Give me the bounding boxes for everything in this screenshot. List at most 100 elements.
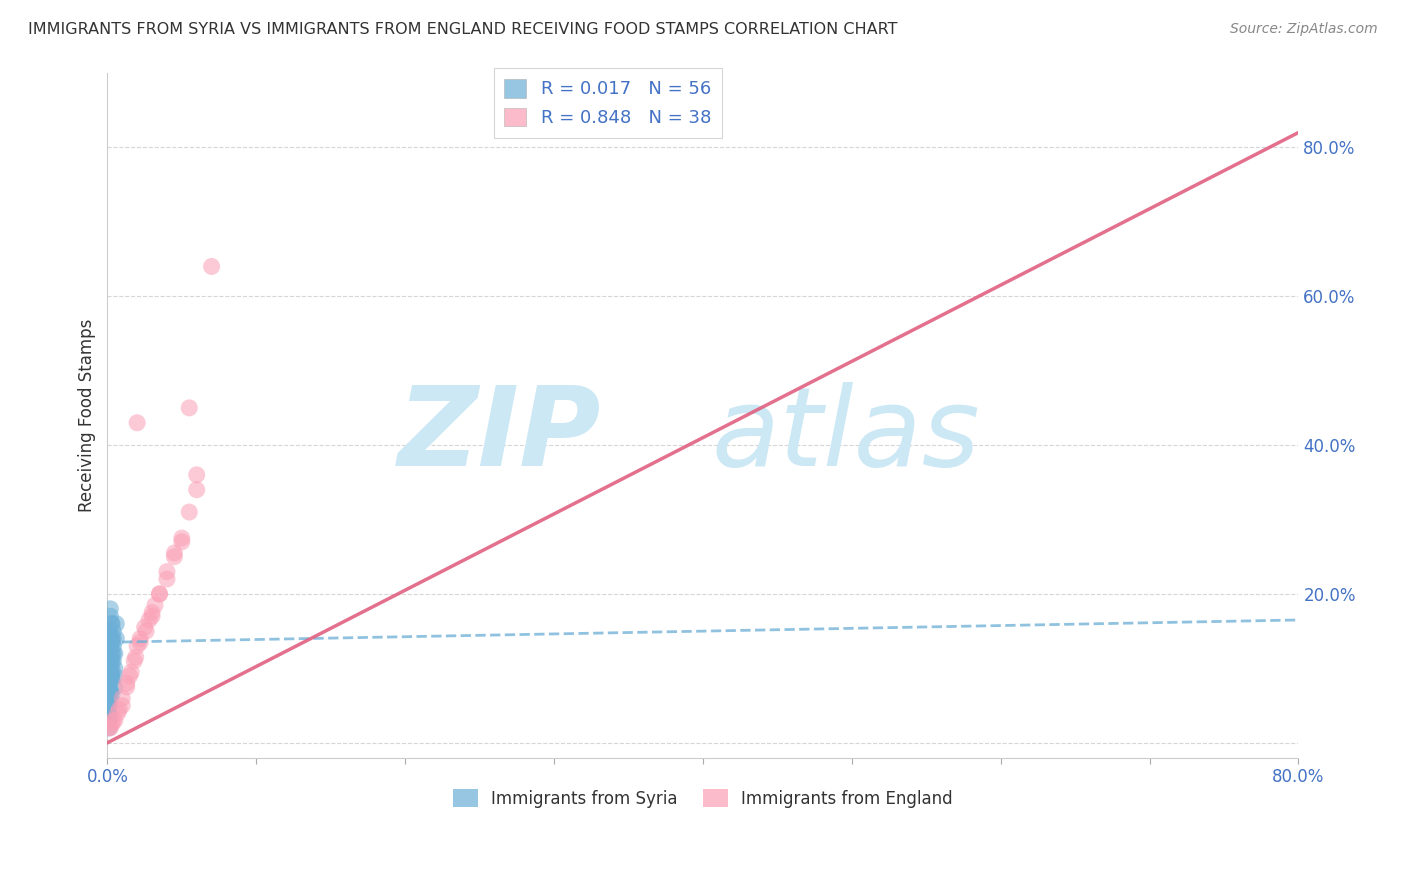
Point: [127, 639, 149, 653]
Point: [97, 714, 120, 728]
Text: ZIP: ZIP: [398, 383, 602, 490]
Point: [104, 661, 127, 675]
Point: [107, 706, 129, 720]
Point: [97, 657, 120, 672]
Point: [105, 632, 128, 646]
Point: [101, 717, 124, 731]
Point: [97, 691, 120, 706]
Point: [135, 624, 157, 639]
Point: [179, 401, 201, 415]
Point: [98, 665, 121, 679]
Point: [101, 616, 124, 631]
Point: [120, 665, 142, 679]
Point: [97, 706, 120, 720]
Point: [98, 639, 121, 653]
Point: [115, 680, 138, 694]
Point: [98, 673, 121, 687]
Point: [170, 531, 193, 545]
Point: [101, 616, 124, 631]
Point: [148, 587, 170, 601]
Point: [98, 661, 121, 675]
Point: [103, 714, 125, 728]
Point: [101, 661, 124, 675]
Point: [179, 505, 201, 519]
Point: [98, 669, 121, 683]
Point: [97, 624, 120, 639]
Point: [98, 721, 121, 735]
Point: [134, 620, 156, 634]
Point: [108, 702, 131, 716]
Point: [104, 669, 127, 683]
Point: [101, 654, 124, 668]
Point: [111, 698, 134, 713]
Point: [97, 661, 120, 675]
Point: [201, 260, 224, 274]
Point: [97, 714, 120, 728]
Point: [97, 698, 120, 713]
Point: [148, 587, 170, 601]
Text: Source: ZipAtlas.com: Source: ZipAtlas.com: [1230, 22, 1378, 37]
Point: [97, 647, 120, 661]
Point: [98, 654, 121, 668]
Point: [98, 683, 121, 698]
Point: [101, 687, 124, 701]
Point: [129, 632, 152, 646]
Point: [186, 483, 208, 497]
Point: [104, 647, 127, 661]
Point: [170, 534, 193, 549]
Point: [186, 467, 208, 482]
Point: [103, 632, 125, 646]
Point: [141, 606, 163, 620]
Point: [101, 632, 124, 646]
Point: [141, 609, 163, 624]
Point: [98, 650, 121, 665]
Point: [156, 565, 179, 579]
Point: [163, 549, 186, 564]
Point: [143, 598, 166, 612]
Point: [163, 546, 186, 560]
Point: [101, 635, 124, 649]
Point: [101, 673, 124, 687]
Point: [98, 683, 121, 698]
Text: IMMIGRANTS FROM SYRIA VS IMMIGRANTS FROM ENGLAND RECEIVING FOOD STAMPS CORRELATI: IMMIGRANTS FROM SYRIA VS IMMIGRANTS FROM…: [28, 22, 897, 37]
Text: atlas: atlas: [711, 383, 980, 490]
Point: [97, 683, 120, 698]
Point: [103, 639, 125, 653]
Point: [105, 616, 128, 631]
Point: [101, 669, 124, 683]
Point: [122, 654, 145, 668]
Point: [115, 676, 138, 690]
Point: [104, 680, 127, 694]
Point: [97, 628, 120, 642]
Point: [101, 647, 124, 661]
Point: [98, 691, 121, 706]
Point: [111, 691, 134, 706]
Point: [103, 624, 125, 639]
Point: [97, 698, 120, 713]
Legend: Immigrants from Syria, Immigrants from England: Immigrants from Syria, Immigrants from E…: [446, 782, 959, 814]
Point: [101, 669, 124, 683]
Point: [118, 669, 141, 683]
Point: [98, 632, 121, 646]
Point: [103, 647, 125, 661]
Point: [103, 654, 125, 668]
Point: [98, 609, 121, 624]
Point: [98, 639, 121, 653]
Point: [97, 706, 120, 720]
Point: [124, 650, 146, 665]
Point: [127, 416, 149, 430]
Point: [97, 676, 120, 690]
Point: [97, 669, 120, 683]
Point: [97, 698, 120, 713]
Point: [98, 683, 121, 698]
Point: [97, 691, 120, 706]
Y-axis label: Receiving Food Stamps: Receiving Food Stamps: [79, 318, 96, 512]
Point: [97, 721, 120, 735]
Point: [138, 613, 160, 627]
Point: [98, 602, 121, 616]
Point: [156, 572, 179, 586]
Point: [104, 714, 127, 728]
Point: [97, 721, 120, 735]
Point: [97, 676, 120, 690]
Point: [129, 635, 152, 649]
